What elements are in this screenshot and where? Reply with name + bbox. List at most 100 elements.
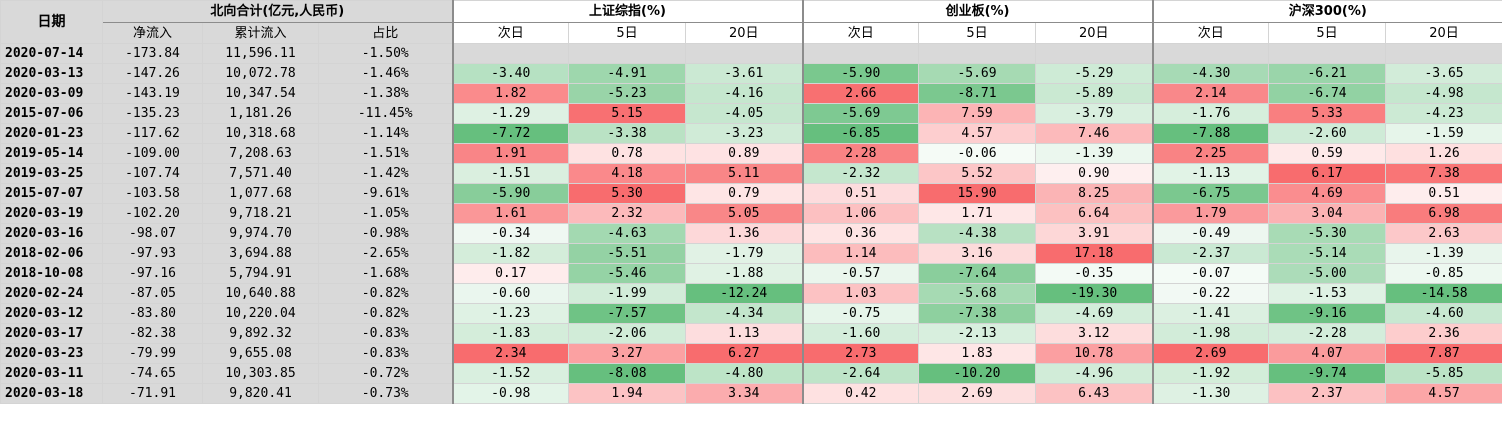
cell-csi300-20d[interactable]: 6.98: [1385, 203, 1502, 224]
cell-cumulative-inflow[interactable]: 1,077.68: [202, 183, 319, 204]
cell-chinext-5d[interactable]: -0.06: [918, 143, 1037, 164]
header-sse-5d[interactable]: 5日: [568, 22, 686, 44]
cell-chinext-5d[interactable]: -7.64: [918, 263, 1037, 284]
cell-chinext-20d[interactable]: -4.96: [1035, 363, 1154, 384]
cell-chinext-next-day[interactable]: 0.51: [801, 183, 920, 204]
cell-chinext-20d[interactable]: -3.79: [1035, 103, 1154, 124]
cell-net-inflow[interactable]: -143.19: [102, 83, 203, 104]
header-csi300-5d[interactable]: 5日: [1268, 22, 1387, 44]
cell-sse-20d[interactable]: -12.24: [684, 283, 804, 304]
cell-chinext-20d[interactable]: 0.90: [1035, 163, 1154, 184]
cell-sse-20d[interactable]: -1.79: [684, 243, 804, 264]
cell-csi300-5d[interactable]: -6.74: [1268, 83, 1387, 104]
cell-sse-20d[interactable]: -4.05: [684, 103, 804, 124]
cell-sse-next-day[interactable]: -1.51: [451, 163, 569, 184]
cell-net-inflow[interactable]: -97.16: [102, 263, 203, 284]
cell-sse-next-day[interactable]: -5.90: [451, 183, 569, 204]
header-cumulative-inflow[interactable]: 累计流入: [202, 22, 319, 44]
cell-chinext-20d[interactable]: 3.12: [1035, 323, 1154, 344]
cell-sse-next-day[interactable]: [451, 43, 569, 64]
cell-csi300-next-day[interactable]: -1.98: [1151, 323, 1270, 344]
cell-date[interactable]: 2020-03-18: [0, 383, 103, 404]
cell-chinext-next-day[interactable]: -0.75: [801, 303, 920, 324]
cell-csi300-20d[interactable]: -4.23: [1385, 103, 1502, 124]
cell-cumulative-inflow[interactable]: 5,794.91: [202, 263, 319, 284]
cell-date[interactable]: 2018-02-06: [0, 243, 103, 264]
cell-chinext-5d[interactable]: 2.69: [918, 383, 1037, 404]
cell-chinext-next-day[interactable]: -2.32: [801, 163, 920, 184]
cell-chinext-20d[interactable]: -0.35: [1035, 263, 1154, 284]
cell-chinext-5d[interactable]: [918, 43, 1037, 64]
cell-csi300-next-day[interactable]: -6.75: [1151, 183, 1270, 204]
cell-cumulative-inflow[interactable]: 9,892.32: [202, 323, 319, 344]
cell-csi300-5d[interactable]: 3.04: [1268, 203, 1387, 224]
cell-csi300-next-day[interactable]: -1.92: [1151, 363, 1270, 384]
cell-date[interactable]: 2015-07-07: [0, 183, 103, 204]
cell-share[interactable]: -0.72%: [318, 363, 453, 384]
cell-sse-5d[interactable]: 2.32: [568, 203, 686, 224]
cell-sse-20d[interactable]: 5.11: [684, 163, 804, 184]
header-csi300[interactable]: 沪深300(%): [1151, 0, 1502, 23]
cell-net-inflow[interactable]: -107.74: [102, 163, 203, 184]
cell-csi300-5d[interactable]: -2.60: [1268, 123, 1387, 144]
header-date[interactable]: 日期: [0, 0, 103, 44]
cell-chinext-next-day[interactable]: -2.64: [801, 363, 920, 384]
cell-csi300-20d[interactable]: 4.57: [1385, 383, 1502, 404]
cell-csi300-next-day[interactable]: -2.37: [1151, 243, 1270, 264]
cell-sse-5d[interactable]: -4.91: [568, 63, 686, 84]
cell-csi300-20d[interactable]: -4.98: [1385, 83, 1502, 104]
header-share[interactable]: 占比: [318, 22, 453, 44]
cell-cumulative-inflow[interactable]: 10,640.88: [202, 283, 319, 304]
cell-share[interactable]: -1.38%: [318, 83, 453, 104]
cell-sse-5d[interactable]: -7.57: [568, 303, 686, 324]
cell-csi300-next-day[interactable]: -1.41: [1151, 303, 1270, 324]
header-sse-composite[interactable]: 上证综指(%): [451, 0, 804, 23]
cell-csi300-5d[interactable]: 2.37: [1268, 383, 1387, 404]
cell-sse-20d[interactable]: 3.34: [684, 383, 804, 404]
cell-sse-5d[interactable]: -5.51: [568, 243, 686, 264]
cell-chinext-20d[interactable]: -5.89: [1035, 83, 1154, 104]
cell-cumulative-inflow[interactable]: 9,820.41: [202, 383, 319, 404]
cell-sse-5d[interactable]: 3.27: [568, 343, 686, 364]
cell-net-inflow[interactable]: -135.23: [102, 103, 203, 124]
cell-csi300-20d[interactable]: 2.63: [1385, 223, 1502, 244]
cell-cumulative-inflow[interactable]: 9,974.70: [202, 223, 319, 244]
cell-chinext-next-day[interactable]: 0.36: [801, 223, 920, 244]
cell-sse-20d[interactable]: -4.80: [684, 363, 804, 384]
cell-csi300-next-day[interactable]: 2.25: [1151, 143, 1270, 164]
cell-chinext-20d[interactable]: -1.39: [1035, 143, 1154, 164]
cell-share[interactable]: -0.73%: [318, 383, 453, 404]
header-sse-20d[interactable]: 20日: [684, 22, 804, 44]
cell-share[interactable]: -11.45%: [318, 103, 453, 124]
cell-cumulative-inflow[interactable]: 10,220.04: [202, 303, 319, 324]
cell-csi300-5d[interactable]: -6.21: [1268, 63, 1387, 84]
cell-net-inflow[interactable]: -71.91: [102, 383, 203, 404]
cell-csi300-5d[interactable]: 6.17: [1268, 163, 1387, 184]
cell-date[interactable]: 2018-10-08: [0, 263, 103, 284]
cell-date[interactable]: 2020-03-23: [0, 343, 103, 364]
cell-sse-20d[interactable]: 0.89: [684, 143, 804, 164]
cell-sse-next-day[interactable]: -1.82: [451, 243, 569, 264]
cell-sse-5d[interactable]: -5.23: [568, 83, 686, 104]
cell-csi300-20d[interactable]: 0.51: [1385, 183, 1502, 204]
cell-csi300-next-day[interactable]: 1.79: [1151, 203, 1270, 224]
cell-chinext-next-day[interactable]: [801, 43, 920, 64]
cell-csi300-5d[interactable]: -5.00: [1268, 263, 1387, 284]
cell-sse-5d[interactable]: -8.08: [568, 363, 686, 384]
cell-share[interactable]: -1.42%: [318, 163, 453, 184]
cell-csi300-20d[interactable]: -1.59: [1385, 123, 1502, 144]
cell-sse-5d[interactable]: 4.18: [568, 163, 686, 184]
cell-chinext-20d[interactable]: 3.91: [1035, 223, 1154, 244]
cell-chinext-next-day[interactable]: 0.42: [801, 383, 920, 404]
cell-share[interactable]: -1.68%: [318, 263, 453, 284]
cell-csi300-20d[interactable]: 7.87: [1385, 343, 1502, 364]
cell-date[interactable]: 2020-02-24: [0, 283, 103, 304]
cell-chinext-5d[interactable]: 1.71: [918, 203, 1037, 224]
cell-sse-next-day[interactable]: 2.34: [451, 343, 569, 364]
cell-cumulative-inflow[interactable]: 10,347.54: [202, 83, 319, 104]
cell-net-inflow[interactable]: -74.65: [102, 363, 203, 384]
cell-csi300-20d[interactable]: 2.36: [1385, 323, 1502, 344]
cell-chinext-20d[interactable]: -4.69: [1035, 303, 1154, 324]
cell-sse-5d[interactable]: -4.63: [568, 223, 686, 244]
cell-chinext-5d[interactable]: -5.68: [918, 283, 1037, 304]
